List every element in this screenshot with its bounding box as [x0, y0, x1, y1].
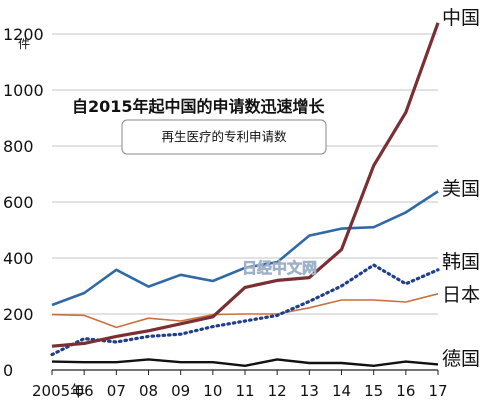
x-tick-label: 06	[75, 382, 94, 400]
series-line-0	[51, 22, 440, 348]
series-label: 韩国	[442, 251, 480, 273]
x-tick-label: 08	[139, 382, 158, 400]
x-tick-label: 16	[396, 382, 415, 400]
series-label: 中国	[442, 7, 480, 29]
y-tick-label: 0	[3, 361, 13, 380]
y-tick-label: 200	[3, 305, 34, 324]
x-tick-label: 10	[203, 382, 222, 400]
y-tick-label: 400	[3, 249, 34, 268]
x-tick-label: 17	[428, 382, 447, 400]
x-tick-label: 13	[300, 382, 319, 400]
x-tick-label: 12	[268, 382, 287, 400]
y-tick-label: 1000	[3, 81, 44, 100]
series-line-1	[51, 190, 439, 307]
x-tick-label: 2005年	[32, 382, 85, 400]
y-tick-label: 600	[3, 193, 34, 212]
series-line-4	[51, 358, 439, 367]
y-tick-label: 800	[3, 137, 34, 156]
series-line-2	[50, 263, 440, 357]
series-label: 美国	[442, 178, 480, 200]
series-label: 日本	[442, 284, 480, 306]
subtitle-box	[121, 119, 327, 155]
x-tick-label: 14	[332, 382, 351, 400]
chart-subtitle: 再生医疗的专利申请数	[161, 129, 287, 144]
x-tick-label: 07	[107, 382, 126, 400]
x-tick-label: 15	[364, 382, 383, 400]
x-tick-label: 09	[171, 382, 190, 400]
x-tick-label: 11	[235, 382, 254, 400]
series-label: 德国	[442, 348, 480, 370]
watermark: 日经中文网	[242, 259, 317, 277]
chart-title: 自2015年起中国的申请数迅速增长	[72, 97, 326, 116]
y-unit-label: 件	[18, 37, 30, 51]
y-tick-label: 1200	[3, 25, 44, 44]
series-line-3	[51, 293, 439, 329]
